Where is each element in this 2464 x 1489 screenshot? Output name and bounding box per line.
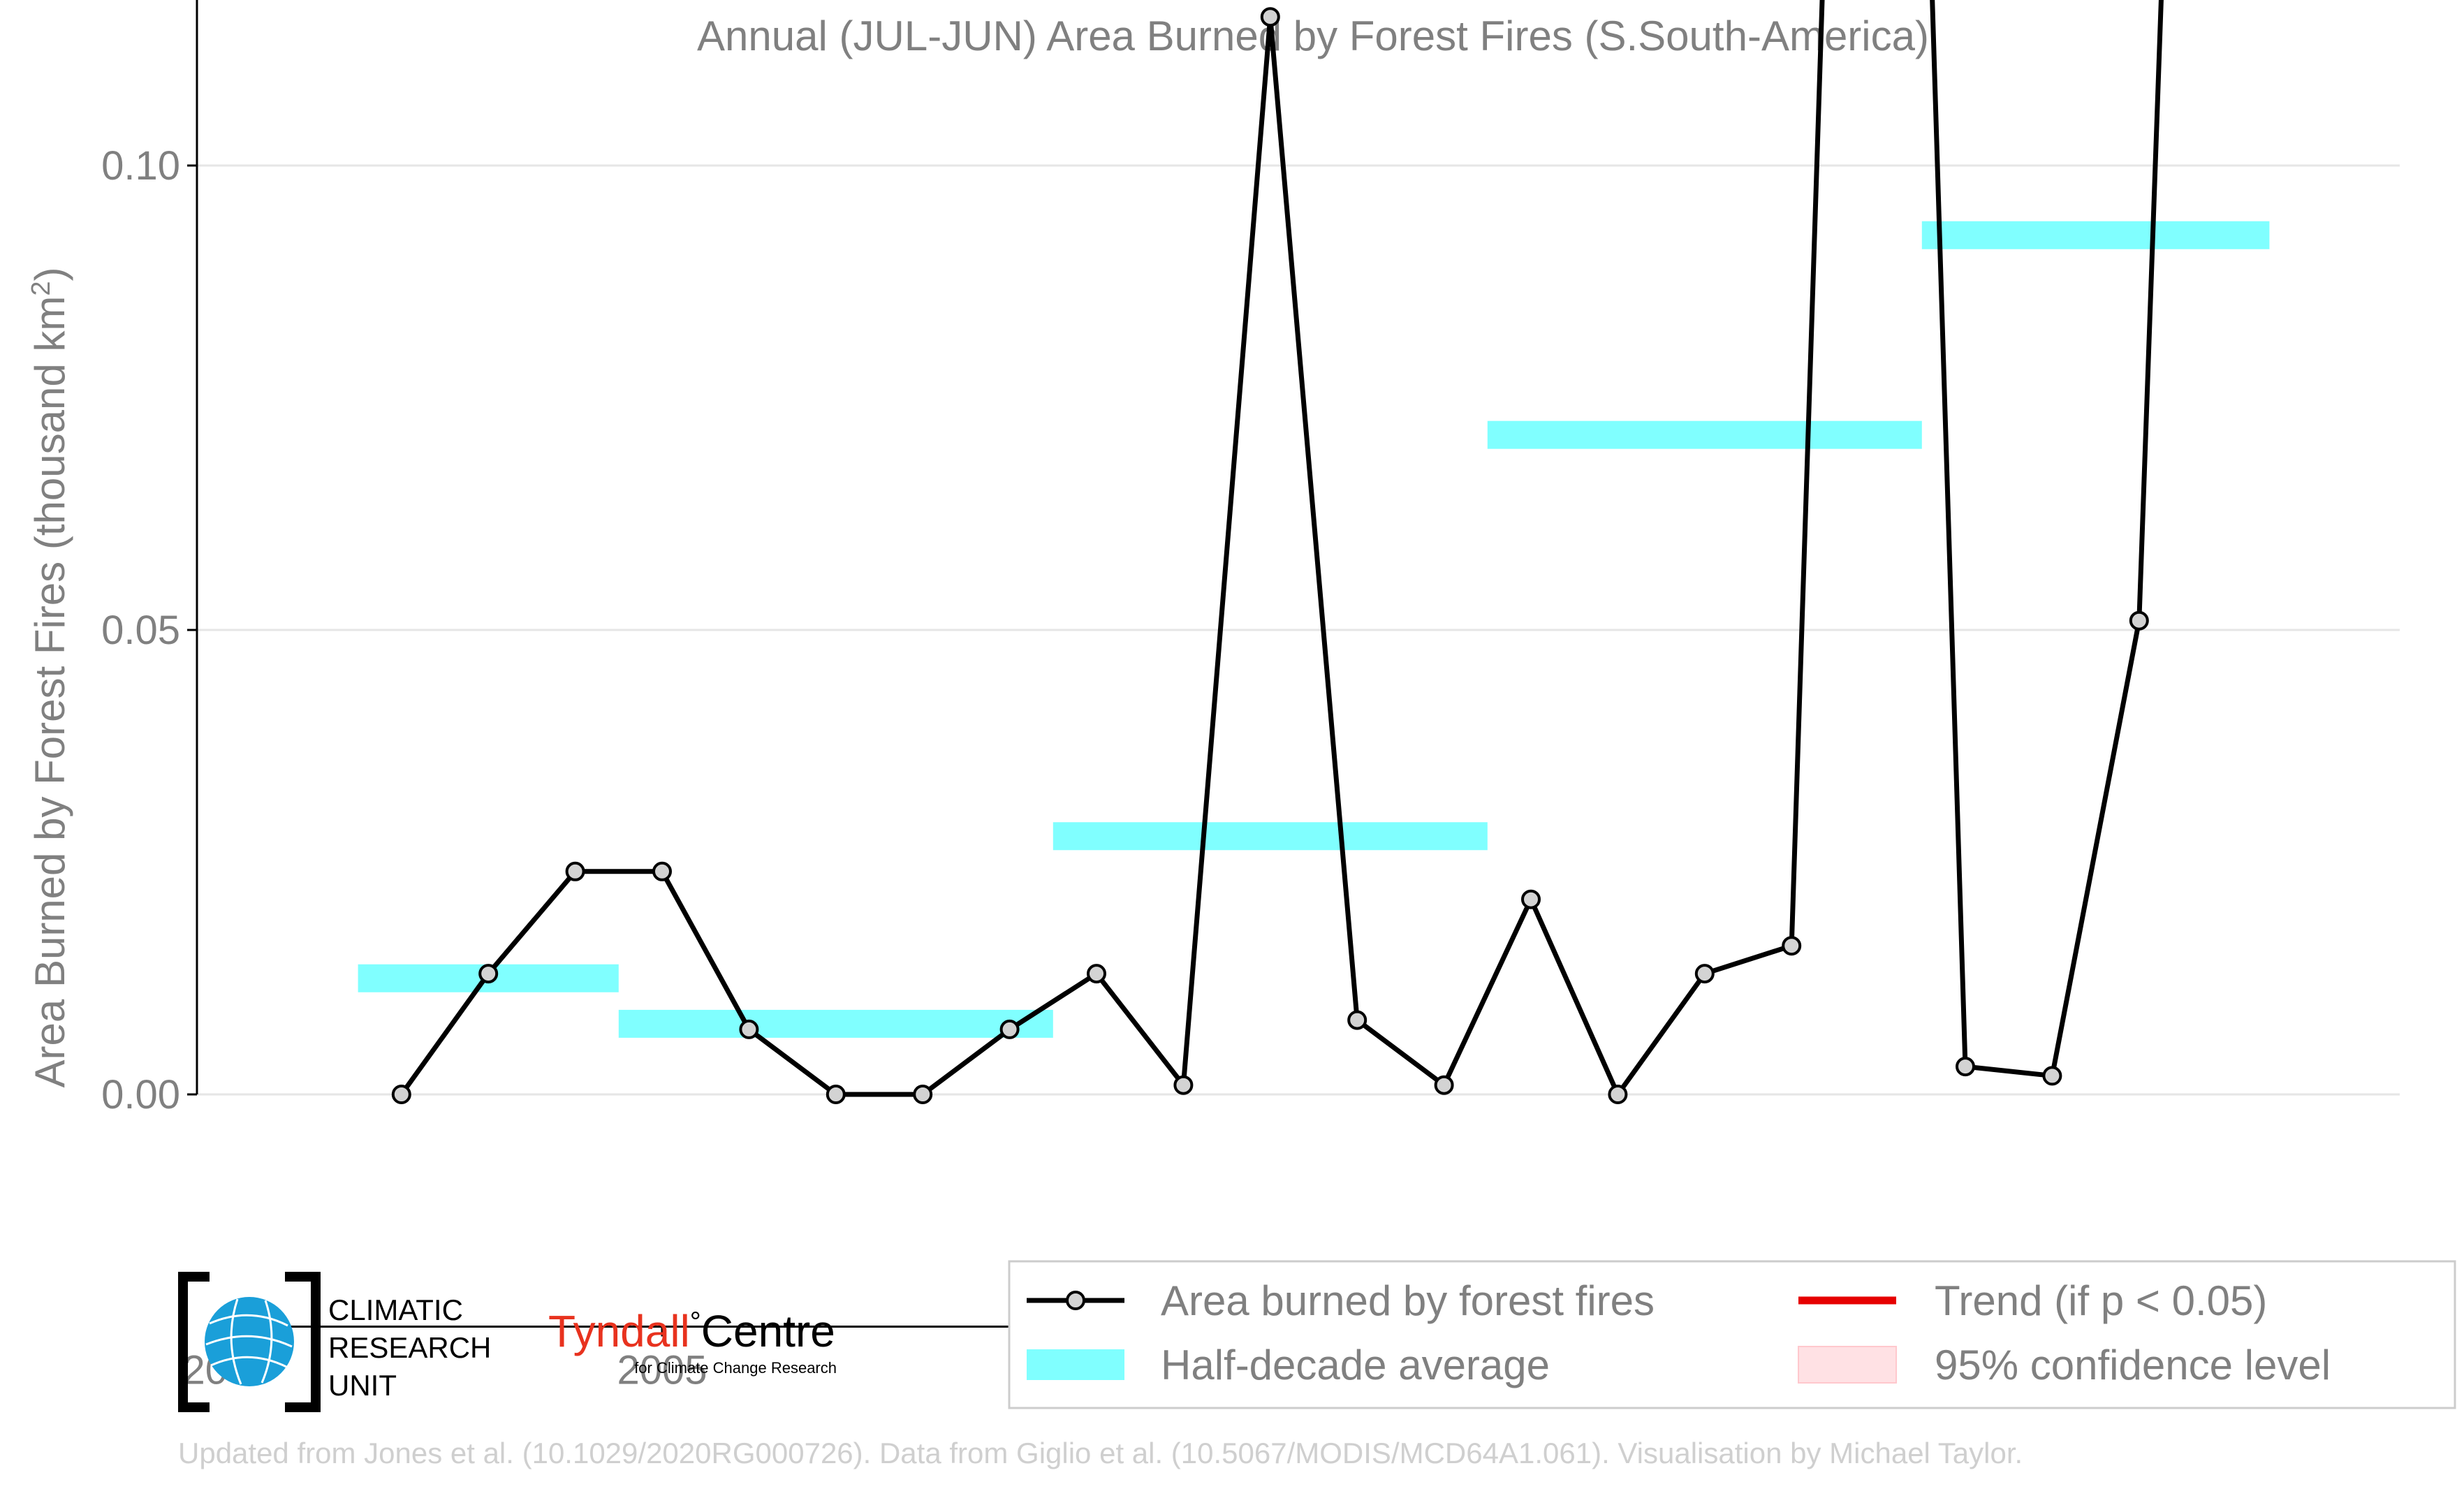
area-burned-point [1087, 964, 1106, 984]
area-burned-series [391, 0, 2164, 1104]
area-burned-point [826, 1085, 846, 1104]
legend-half-decade-swatch [1027, 1349, 1124, 1380]
area-burned-point [2042, 1066, 2062, 1086]
y-tick-label: 0.05 [101, 608, 180, 653]
area-burned-point [1694, 964, 1715, 984]
area-burned-point [1173, 1075, 1194, 1095]
cru-text-line1: CLIMATIC [328, 1293, 463, 1326]
cru-bracket-right [285, 1272, 321, 1412]
legend-box [1008, 1260, 2456, 1409]
y-axis-label-main: Area Burned by Forest Fires (thousand km [27, 296, 73, 1088]
y-axis-label-sup: 2 [27, 281, 56, 296]
area-burned-point [478, 964, 499, 984]
y-axis-label: Area Burned by Forest Fires (thousand km… [27, 267, 73, 1088]
area-burned-point [652, 861, 672, 881]
cru-bracket-left [178, 1272, 210, 1412]
tyndall-logo: Tyndall°Centre for Climate Change Resear… [548, 1306, 837, 1377]
y-tick-label: 0.10 [101, 143, 180, 189]
tyndall-name: Tyndall [548, 1306, 690, 1356]
footer-credits: Updated from Jones et al. (10.1029/2020R… [178, 1437, 2023, 1469]
area-burned-point [913, 1085, 933, 1104]
tyndall-wordmark: Tyndall°Centre [548, 1306, 835, 1356]
area-burned-point [1434, 1075, 1454, 1095]
cru-text-line3: UNIT [328, 1369, 397, 1402]
area-burned-point [999, 1019, 1020, 1039]
half-decade-average-bar [1053, 822, 1488, 851]
y-axis-label-close: ) [27, 267, 73, 281]
cru-logo: CLIMATIC RESEARCH UNIT [178, 1272, 491, 1412]
half-decade-average-bar [618, 1009, 1053, 1038]
tyndall-centre: Centre [701, 1306, 835, 1356]
area-burned-point [391, 1085, 411, 1104]
globe-icon [205, 1297, 294, 1386]
area-burned-point [565, 861, 585, 881]
area-burned-point [1521, 889, 1541, 909]
axes: 0.000.050.100.150.200.250.30200020052010… [101, 0, 2445, 1393]
area-burned-point [1608, 1085, 1628, 1104]
half-decade-average-bar [1921, 221, 2270, 249]
legend-marker-swatch [1066, 1291, 1085, 1310]
half-decade-bars [358, 221, 2270, 1038]
area-burned-point [2129, 610, 2149, 631]
legend: Area burned by forest fires Trend (if p … [1008, 1260, 2456, 1409]
area-burned-point [1956, 1057, 1975, 1077]
legend-label-area-burned: Area burned by forest fires [1161, 1277, 1655, 1324]
area-burned-point [1782, 936, 1802, 956]
tyndall-subtitle: for Climate Change Research [634, 1359, 837, 1377]
chart-title: Annual (JUL-JUN) Area Burned by Forest F… [697, 13, 1929, 59]
legend-confidence-swatch [1798, 1346, 1897, 1384]
area-burned-point [739, 1019, 759, 1039]
cru-text-line2: RESEARCH [328, 1331, 491, 1364]
x-tick-label: 2005 [617, 1348, 707, 1393]
legend-label-trend: Trend (if p < 0.05) [1935, 1277, 2267, 1324]
legend-label-half-decade: Half-decade average [1161, 1342, 1550, 1388]
area-burned-point [1260, 7, 1280, 27]
area-burned-line [399, 0, 2164, 1097]
area-burned-point [1347, 1010, 1367, 1030]
half-decade-average-bar [1487, 420, 1922, 449]
tyndall-degree: ° [690, 1307, 701, 1337]
y-tick-label: 0.00 [101, 1072, 180, 1117]
legend-label-confidence: 95% confidence level [1935, 1342, 2331, 1388]
grid-lines [197, 164, 2400, 1096]
